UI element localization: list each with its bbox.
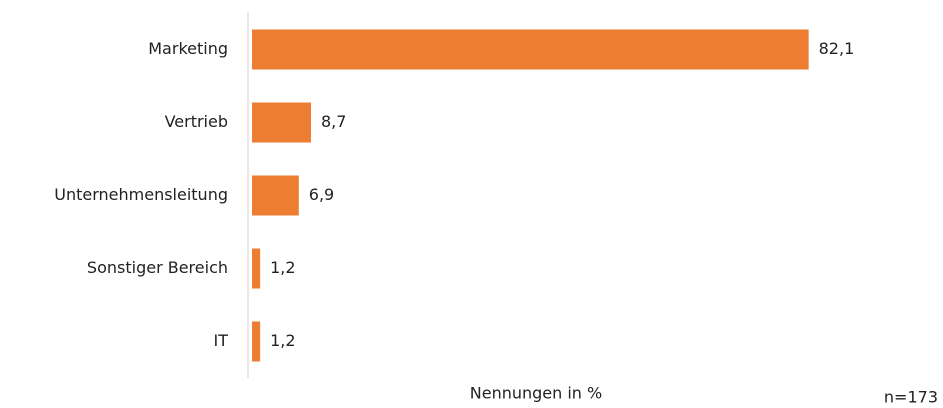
y-tick-label: Sonstiger Bereich [87,258,228,277]
value-label: 82,1 [819,39,855,58]
y-tick-label: Vertrieb [165,112,228,131]
bar [252,175,299,216]
x-axis-label: Nennungen in % [470,384,602,403]
value-label: 6,9 [309,185,334,204]
bar [252,102,311,143]
value-label: 1,2 [270,331,295,350]
value-label: 1,2 [270,258,295,277]
bar [252,29,809,70]
y-tick-label: Marketing [148,39,228,58]
bar [252,248,261,289]
note: n=173 [884,388,938,407]
bar [252,321,261,362]
y-tick-label: Unternehmensleitung [54,185,228,204]
value-label: 8,7 [321,112,346,131]
y-tick-label: IT [214,331,229,350]
